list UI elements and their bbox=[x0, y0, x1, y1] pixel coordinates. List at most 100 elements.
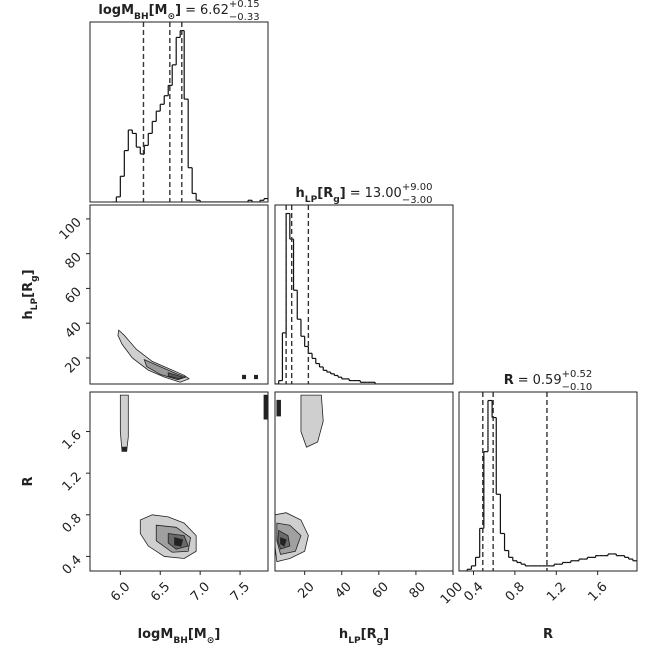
label-part: ] bbox=[21, 269, 36, 275]
label-part: logM bbox=[98, 3, 134, 18]
y-tick-label: 0.8 bbox=[60, 511, 85, 536]
panel-title: logMBH[M⊙] = 6.62+0.15 −0.33 bbox=[98, 0, 259, 23]
y-tick-label: 100 bbox=[57, 215, 85, 243]
contour bbox=[263, 394, 268, 420]
label-part: ⊙ bbox=[207, 636, 215, 646]
x-tick-label: 7.0 bbox=[188, 579, 213, 604]
label-part: ] bbox=[383, 627, 389, 642]
contour bbox=[242, 374, 247, 380]
label-part: LP bbox=[348, 636, 361, 646]
x-tick-label: 0.8 bbox=[503, 579, 528, 604]
title-median: 13.00 bbox=[365, 186, 402, 201]
title-median: 0.59 bbox=[533, 373, 562, 388]
x-tick-label: 1.2 bbox=[544, 579, 569, 604]
label-part: [R bbox=[21, 282, 36, 298]
panel-body bbox=[119, 394, 268, 559]
panel-body bbox=[459, 392, 637, 571]
label-part: g bbox=[333, 195, 340, 205]
y-axis-label: hLP[Rg] bbox=[21, 269, 40, 319]
panel-body bbox=[117, 329, 259, 383]
label-part: LP bbox=[305, 195, 318, 205]
x-axis-label: hLP[Rg] bbox=[339, 627, 389, 646]
x-tick-label: 20 bbox=[295, 579, 317, 601]
panel: 0.4 0.8 1.2 1.6 R bbox=[458, 391, 638, 642]
y-tick-label: 80 bbox=[63, 250, 85, 272]
panel-frame bbox=[274, 204, 454, 385]
y-tick-label: 40 bbox=[63, 319, 85, 341]
title-minus: −0.10 bbox=[562, 382, 593, 393]
title-minus: −3.00 bbox=[402, 195, 433, 206]
x-tick-label: 60 bbox=[370, 579, 392, 601]
panel bbox=[274, 204, 454, 385]
panel: 20 40 60 80 100 hLP[Rg] bbox=[21, 204, 269, 385]
panel-title: R = 0.59+0.52 −0.10 bbox=[504, 369, 593, 393]
label-part: R bbox=[504, 373, 514, 388]
label-part: R bbox=[543, 627, 553, 642]
contour bbox=[280, 537, 287, 547]
title-eq: = bbox=[350, 186, 361, 201]
panel-body bbox=[112, 22, 268, 202]
label-part: [R bbox=[361, 627, 377, 642]
hist-connector bbox=[115, 30, 268, 202]
y-axis-label: R bbox=[21, 476, 36, 486]
label-part: g bbox=[30, 275, 40, 282]
panel-frame bbox=[274, 391, 454, 572]
panel-frame bbox=[89, 204, 269, 385]
label-part: logM bbox=[138, 627, 174, 642]
label-part: [R bbox=[317, 186, 333, 201]
title-median: 6.62 bbox=[200, 3, 229, 18]
label-part: ] bbox=[214, 627, 220, 642]
contour bbox=[167, 372, 184, 380]
label-part: [M bbox=[149, 3, 168, 18]
x-axis-label: R bbox=[543, 627, 553, 642]
y-tick-label: 20 bbox=[63, 354, 85, 376]
label-part: ⊙ bbox=[167, 12, 175, 22]
panel-body bbox=[275, 394, 324, 563]
label-part: LP bbox=[30, 298, 40, 311]
title-eq: = bbox=[518, 373, 529, 388]
title-plus: +9.00 bbox=[402, 182, 433, 193]
y-tick-label: 0.4 bbox=[60, 553, 85, 578]
title-plus: +0.52 bbox=[562, 369, 593, 380]
label-part: BH bbox=[134, 12, 149, 22]
y-tick-label: 1.2 bbox=[60, 469, 85, 494]
label-part: h bbox=[21, 310, 36, 319]
panel-frame bbox=[89, 21, 269, 203]
contour bbox=[254, 374, 259, 380]
label-part: BH bbox=[173, 636, 188, 646]
contour bbox=[174, 537, 184, 547]
contour bbox=[119, 394, 129, 451]
x-tick-label: 6.0 bbox=[108, 579, 133, 604]
label-part: h bbox=[339, 627, 348, 642]
x-tick-label: 1.6 bbox=[585, 579, 610, 604]
x-axis-label: logMBH[M⊙] bbox=[138, 627, 221, 646]
panel-body bbox=[275, 205, 453, 384]
panel-frame bbox=[458, 391, 638, 572]
title-plus: +0.15 bbox=[229, 0, 260, 10]
x-tick-label: 7.5 bbox=[228, 579, 253, 604]
x-tick-label: 6.5 bbox=[148, 579, 173, 604]
x-tick-label: 80 bbox=[407, 579, 429, 601]
x-tick-label: 40 bbox=[332, 579, 354, 601]
label-part: ] bbox=[340, 186, 346, 201]
label-part: g bbox=[377, 636, 384, 646]
hist-connector bbox=[278, 213, 376, 384]
y-tick-label: 1.6 bbox=[60, 428, 85, 453]
contour bbox=[121, 446, 128, 452]
y-tick-label: 60 bbox=[63, 285, 85, 307]
x-tick-label: 0.4 bbox=[461, 579, 486, 604]
panel: 6.0 6.5 7.0 7.5 0.4 0.8 1.2 1.6 logMBH[M⊙] R bbox=[21, 391, 269, 646]
title-eq: = bbox=[185, 3, 196, 18]
title-minus: −0.33 bbox=[229, 12, 260, 23]
label-part: [M bbox=[188, 627, 207, 642]
contour bbox=[276, 399, 281, 417]
panel bbox=[89, 21, 269, 203]
label-part: R bbox=[21, 476, 36, 486]
hist-connector bbox=[466, 400, 634, 571]
panel-frame bbox=[89, 391, 269, 572]
label-part: h bbox=[296, 186, 305, 201]
contour bbox=[300, 394, 324, 448]
panel-title: hLP[Rg] = 13.00+9.00 −3.00 bbox=[296, 182, 433, 206]
